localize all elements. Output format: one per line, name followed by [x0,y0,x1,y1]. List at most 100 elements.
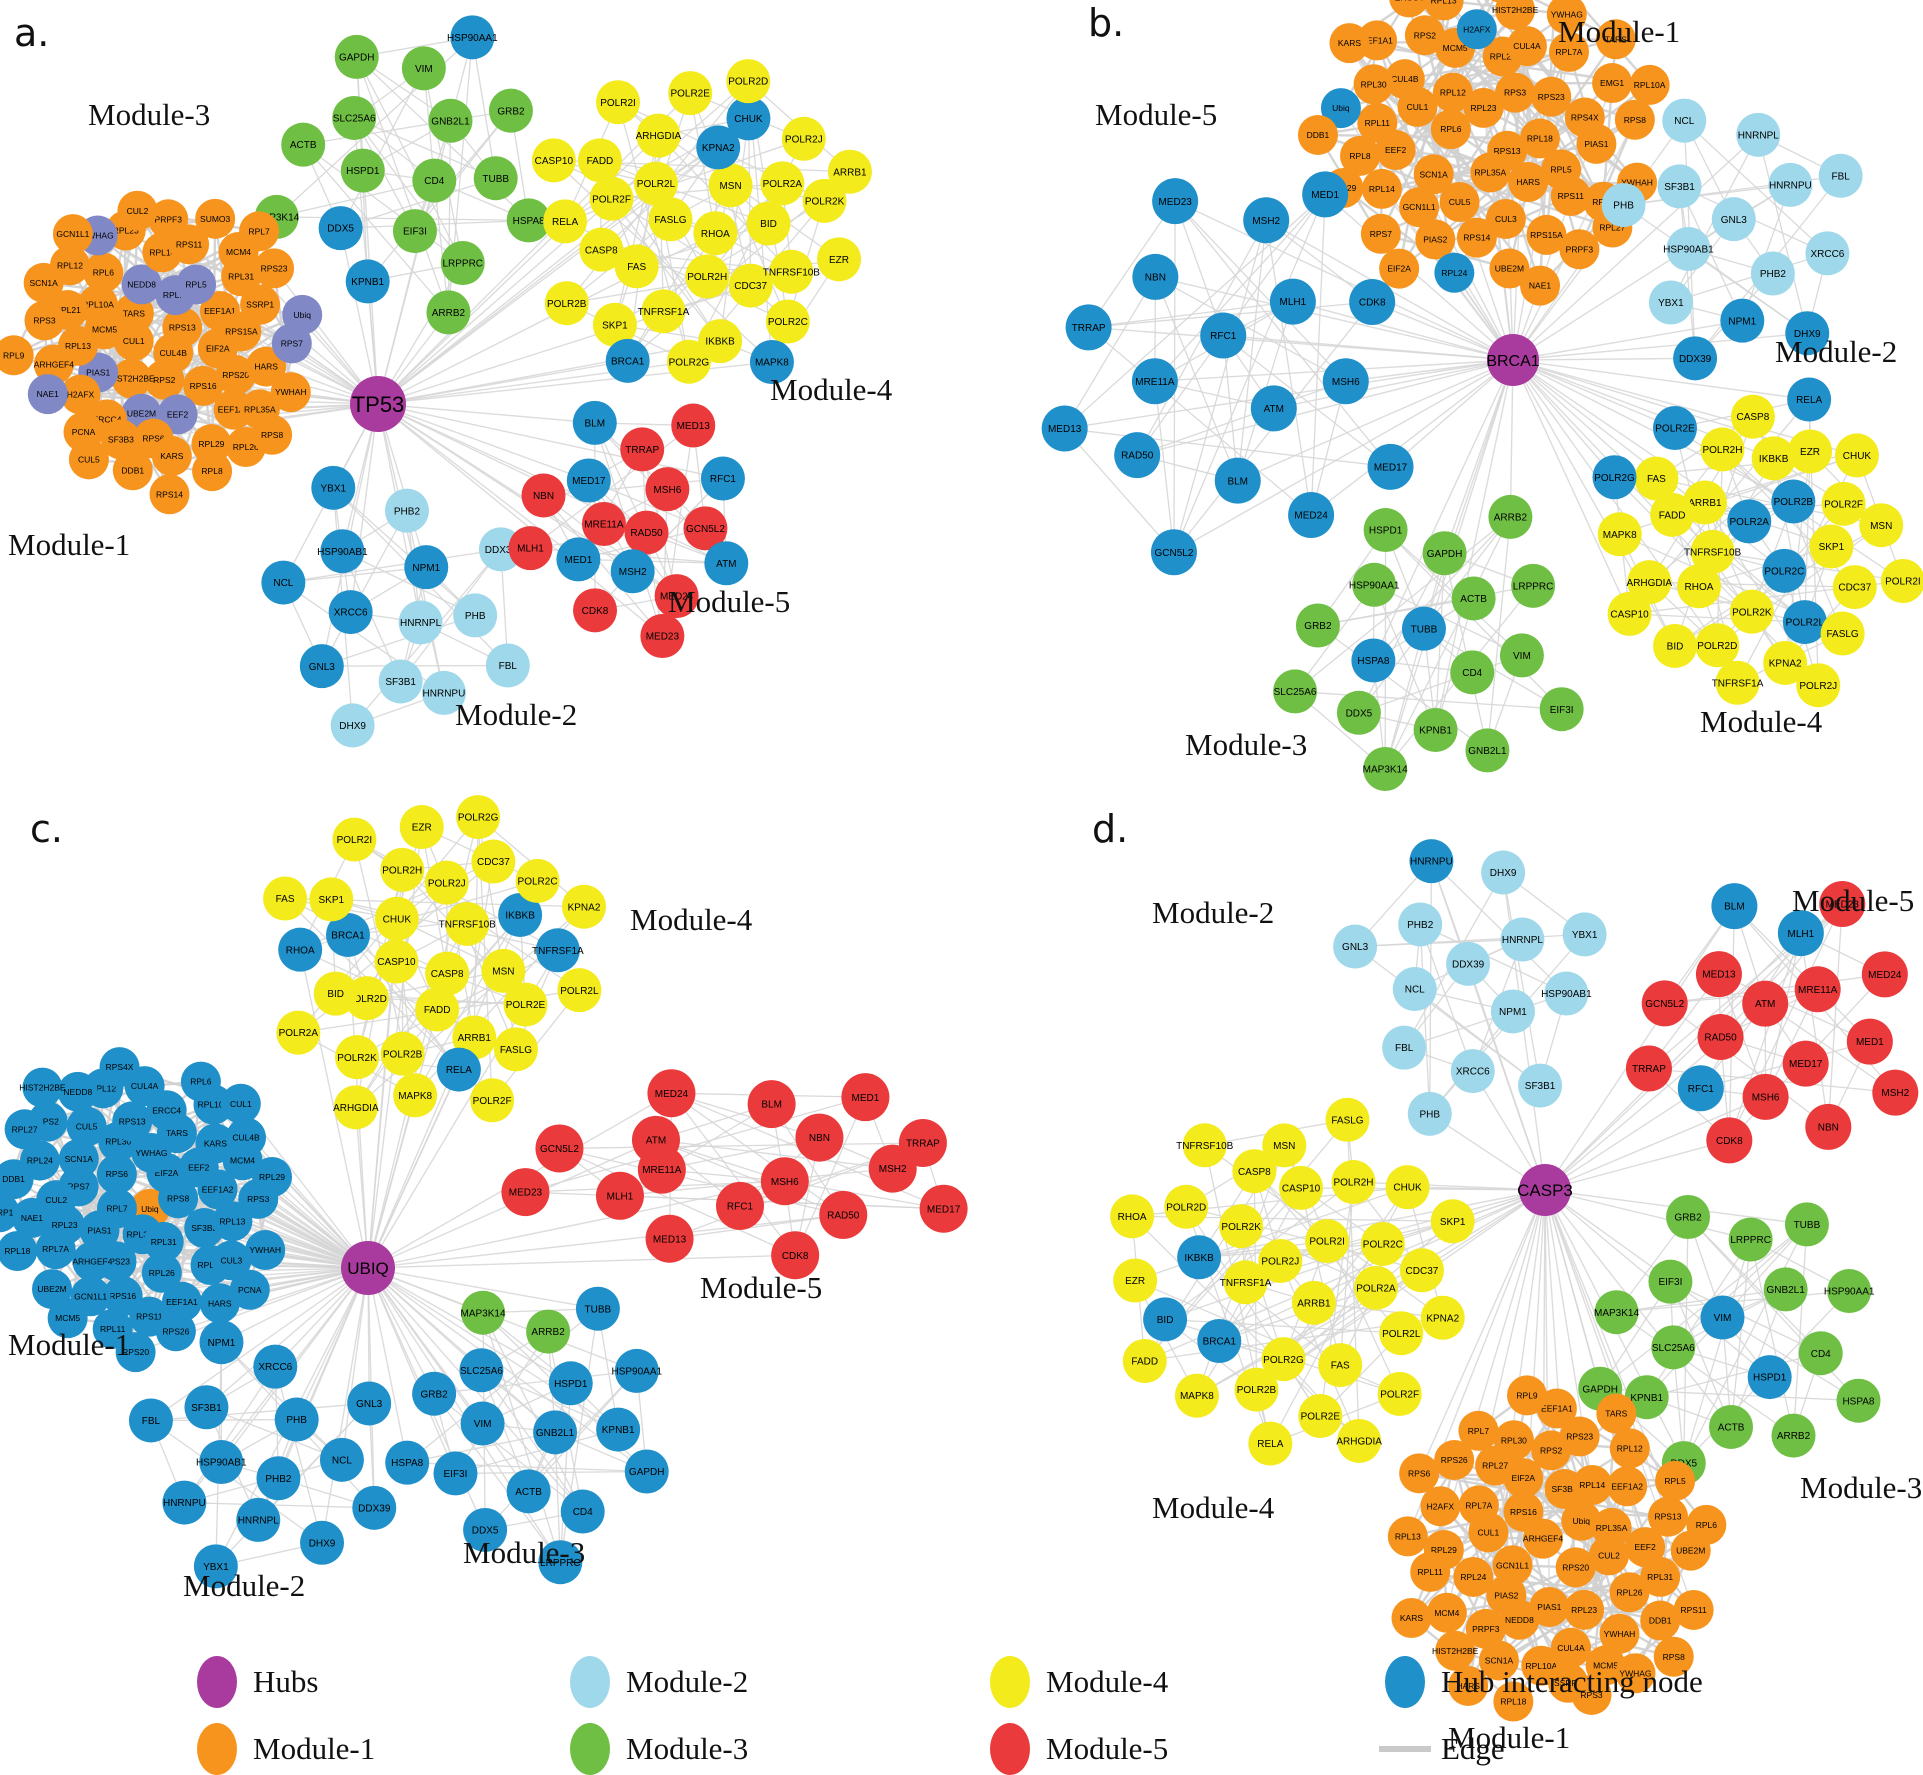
node-a-MSH6: MSH6 [645,467,690,512]
node-c-RPL31: RPL31 [143,1221,184,1262]
node-d-RPS13: RPS13 [1647,1496,1688,1537]
node-b-RPS11: RPS11 [1550,176,1591,217]
node-d-BID: BID [1143,1297,1188,1342]
node-d-GNB2L1: GNB2L1 [1763,1267,1808,1312]
node-label: CDC37 [1406,1266,1439,1277]
node-label: GAPDH [629,1467,665,1478]
node-label: TUBB [585,1304,612,1315]
node-label: BID [327,989,344,1000]
node-a-RPS16: RPS16 [183,365,224,406]
node-label: MED13 [1048,424,1082,435]
node-d-DHX9: DHX9 [1481,850,1526,895]
node-c-HSP90AA1: HSP90AA1 [612,1348,663,1393]
node-label: RPL13 [219,1216,245,1226]
node-label: ARRB2 [1494,513,1528,524]
node-label: H2AFX [67,390,95,400]
hub-label: BRCA1 [1486,353,1539,370]
node-a-DHX9: DHX9 [330,703,375,748]
node-d-RFC1: RFC1 [1677,1065,1724,1112]
node-label: GCN1L1 [1403,202,1436,212]
node-b-POLR2E: POLR2E [1652,406,1697,451]
node-b-DDX39: DDX39 [1673,336,1718,381]
node-label: XRCC6 [258,1362,292,1373]
node-label: PCNA [238,1285,262,1295]
panel-c-module-3: GNB2L1 VIM HSPD1 ACTB SLC25A6 KPNB1 EIF3I ARRB2… [385,1286,669,1585]
module-title-c-module-3: Module-3 [463,1535,585,1570]
node-label: MSN [1273,1141,1295,1152]
node-d-PIAS1: PIAS1 [1529,1587,1570,1628]
node-label: RPL30 [1361,79,1387,89]
node-label: GNL3 [309,662,336,673]
node-d-MCM4: MCM4 [1426,1592,1467,1633]
node-label: MAPK8 [755,358,789,369]
node-label: RPL31 [228,271,254,281]
node-d-RPS26: RPS26 [1434,1440,1475,1481]
node-label: DDB1 [1307,130,1330,140]
node-label: GRB2 [1674,1213,1702,1224]
node-label: KARS [1338,38,1361,48]
node-a-CASP10: CASP10 [531,138,576,183]
node-label: RPL10A [198,1100,230,1110]
node-label: HSP90AB1 [1663,245,1714,256]
node-label: POLR2D [728,77,768,88]
node-b-BID: BID [1653,623,1698,668]
node-b-EZR: EZR [1788,429,1833,474]
node-label: PCNA [72,427,96,437]
node-b-POLR2H: POLR2H [1700,427,1745,472]
node-label: RPS13 [1655,1512,1682,1522]
node-label: POLR2K [1732,607,1772,618]
node-label: UBE2M [1676,1546,1705,1556]
node-b-GNL3: GNL3 [1711,197,1756,242]
node-label: POLR2L [1382,1329,1421,1340]
node-label: POLR2G [1594,473,1635,484]
node-label: MRE11A [642,1165,682,1176]
node-a-MAPK8: MAPK8 [749,340,794,385]
panel-c-module-4: CASP8 CASP10 TNFRSF10B FADD CHUK MSN POLR2D POL… [263,795,607,1130]
node-label: PHB [465,611,486,622]
node-d-HNRNPU: HNRNPU [1409,839,1454,884]
node-label: DDB1 [2,1174,25,1184]
node-b-GAPDH: GAPDH [1422,531,1467,576]
node-d-SLC25A6: SLC25A6 [1651,1325,1696,1370]
node-label: MAP3K14 [1363,765,1408,776]
node-label: POLR2K [337,1053,377,1064]
node-b-CD4: CD4 [1450,650,1495,695]
node-label: RPL11 [100,1324,126,1334]
panel-letter-d: d. [1092,807,1128,851]
module-title-c-module-2: Module-2 [183,1568,305,1603]
node-label: MED24 [660,592,694,603]
node-label: Ubiq [293,310,311,320]
node-label: XRCC6 [1456,1067,1490,1078]
node-label: PRPF3 [155,214,183,224]
node-label: RPS3 [1580,1690,1602,1700]
node-c-FASLG: FASLG [493,1027,538,1072]
node-d-HNRNPL: HNRNPL [1500,917,1545,962]
node-d-SKP1: SKP1 [1430,1199,1475,1244]
node-label: POLR2E [670,89,710,100]
node-label: HARS [254,362,278,372]
node-c-TRRAP: TRRAP [898,1118,947,1167]
node-label: POLR2F [473,1096,512,1107]
node-label: MCM5 [1593,1660,1618,1670]
node-c-RPL13: RPL13 [212,1201,253,1242]
node-label: MSH2 [1252,216,1280,227]
node-c-MED13: MED13 [645,1214,694,1263]
node-c-BID: BID [313,971,358,1016]
node-label: TRRAP [625,445,659,456]
node-label: POLR2G [1263,1355,1304,1366]
node-label: GCN1L1 [56,229,89,239]
node-label: PHB2 [1407,920,1434,931]
node-label: POLR2C [518,877,558,888]
node-b-RPL24: RPL24 [1434,252,1475,293]
node-a-RAD50: RAD50 [624,510,669,555]
node-label: EIF2A [1387,264,1411,274]
node-c-HSPD1: HSPD1 [548,1361,593,1406]
legend-item-module-3: Module-3 [570,1723,748,1775]
node-label: RPL5 [1664,1476,1686,1486]
node-label: RPL23 [113,226,139,236]
legend-swatch [570,1723,610,1775]
node-label: CUL1 [1407,102,1429,112]
node-label: CUL5 [76,1121,98,1131]
node-c-HIST2H2BE: HIST2H2BE [19,1067,66,1108]
node-d-POLR2D: POLR2D [1164,1184,1209,1229]
